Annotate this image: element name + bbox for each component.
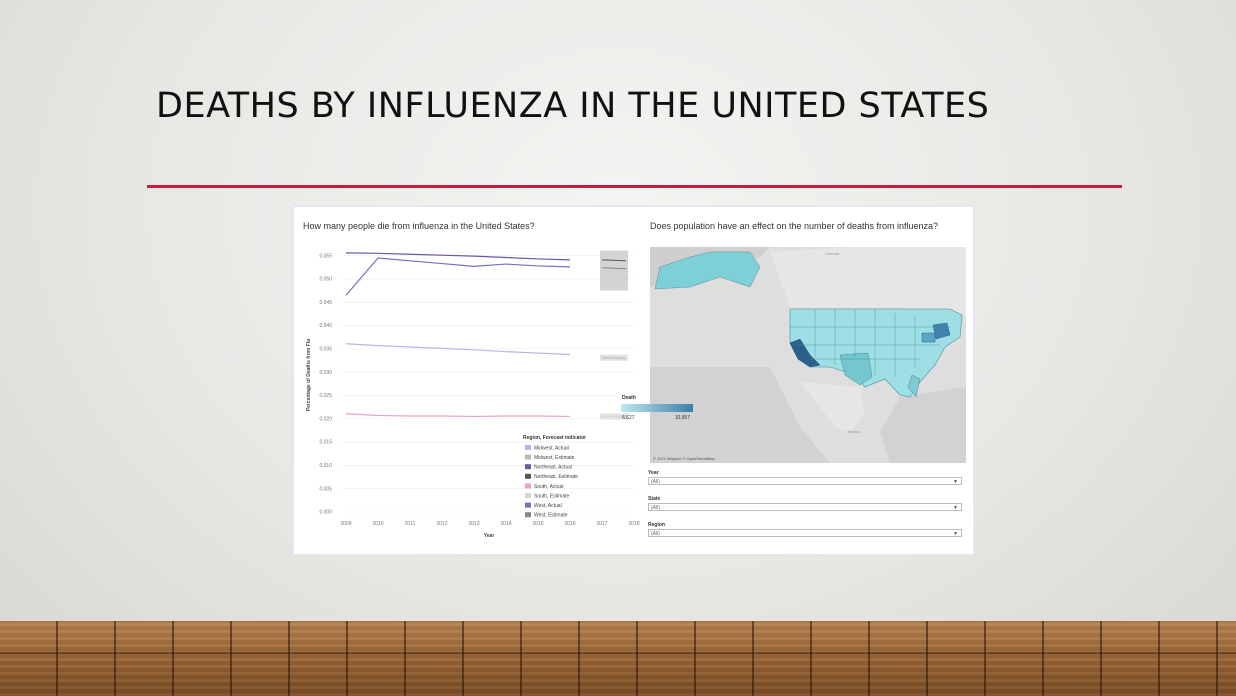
legend-swatch <box>525 454 531 460</box>
y-tick-label: 0.040 <box>319 323 332 329</box>
x-axis-label: Year <box>484 533 495 539</box>
chevron-down-icon: ▼ <box>953 505 958 511</box>
map-canada <box>770 247 966 317</box>
forecast-band-top <box>600 250 628 291</box>
legend-swatch <box>525 493 531 498</box>
x-axis-ticks: 2009 2010 2011 2012 2013 2014 2015 2016 2017 2018 <box>340 521 639 527</box>
map-pacific <box>650 367 830 463</box>
y-tick-label: 0.005 <box>319 486 332 492</box>
filter-label-region: Region <box>648 522 665 528</box>
forecast-line <box>601 267 627 270</box>
death-legend-title: Death <box>622 395 636 401</box>
us-choropleth-map[interactable]: Canada Mexico © 2021 Mapbox © OpenStreet… <box>650 247 966 463</box>
forecast-line <box>601 259 627 262</box>
map-state-pennsylvania <box>921 332 936 343</box>
chevron-down-icon: ▼ <box>953 531 958 537</box>
x-tick-label: 2010 <box>372 521 383 527</box>
legend-item[interactable]: South, Actual <box>534 484 563 490</box>
legend-swatch <box>525 502 531 508</box>
x-tick-label: 2014 <box>500 521 511 527</box>
map-attribution: © 2021 Mapbox © OpenStreetMap <box>653 456 715 461</box>
legend-item[interactable]: Northeast, Actual <box>534 465 572 471</box>
legend-swatch <box>525 445 531 450</box>
y-tick-label: 0.055 <box>319 253 332 259</box>
x-tick-label: 2011 <box>405 521 416 527</box>
state-filter-select[interactable]: (All) ▼ <box>648 503 962 511</box>
legend-item[interactable]: West, Estimate <box>534 513 568 519</box>
map-title: Does population have an effect on the nu… <box>650 221 939 231</box>
map-state-texas <box>839 352 873 386</box>
chart-gridlines <box>342 255 634 513</box>
series-line[interactable] <box>345 413 571 418</box>
map-mexico <box>800 382 865 432</box>
legend-title: Region, Forecast indicator <box>523 435 586 441</box>
map-label-mexico: Mexico <box>848 429 861 434</box>
series-line[interactable] <box>345 343 571 356</box>
x-tick-label: 2009 <box>340 521 351 527</box>
slide-title: DEATHS BY INFLUENZA IN THE UNITED STATES <box>156 86 990 126</box>
death-legend-ramp <box>621 404 693 412</box>
dashboard-embed[interactable]: How many people die from influenza in th… <box>294 207 973 554</box>
legend-swatch <box>525 512 531 518</box>
map-state-borders <box>790 309 950 377</box>
legend-item[interactable]: West, Actual <box>534 503 562 509</box>
title-underline <box>147 185 1122 188</box>
x-tick-label: 2012 <box>436 521 447 527</box>
map-alaska <box>654 251 761 290</box>
y-tick-label: 0.020 <box>319 416 332 422</box>
y-tick-label: 0.025 <box>319 393 332 399</box>
chart-legend[interactable]: Midwest, Actual Midwest, Estimate Northeas… <box>525 445 578 519</box>
x-tick-label: 2015 <box>532 521 543 527</box>
state-filter-value: (All) <box>651 505 660 511</box>
death-legend-max: 10,957 <box>675 415 691 421</box>
y-tick-label: 0.030 <box>319 370 332 376</box>
legend-item[interactable]: Midwest, Estimate <box>534 455 575 461</box>
legend-swatch <box>525 483 531 489</box>
legend-item[interactable]: Midwest, Actual <box>534 445 569 451</box>
map-canvas: Canada Mexico © 2021 Mapbox © OpenStreet… <box>650 247 966 463</box>
region-filter-select[interactable]: (All) ▼ <box>648 529 962 537</box>
filter-label-year: Year <box>648 470 659 476</box>
map-atlantic <box>880 387 966 463</box>
y-tick-label: 0.050 <box>319 277 332 283</box>
y-axis-ticks: 0.055 0.050 0.045 0.040 0.035 0.030 0.025 0.020… <box>319 253 332 515</box>
floor-seam <box>0 652 1236 654</box>
y-tick-label: 0.045 <box>319 300 332 306</box>
death-color-legend: Death 6,627 10,957 <box>621 395 693 421</box>
map-state-florida <box>907 374 921 398</box>
legend-item[interactable]: Northeast, Estimate <box>534 474 578 480</box>
y-axis-label: Percentage of Deaths from Flu <box>306 339 312 412</box>
series-line[interactable] <box>345 257 571 296</box>
line-chart[interactable]: 0.055 0.050 0.045 0.040 0.035 0.030 0.025 0.020… <box>294 207 649 554</box>
x-tick-label: 2013 <box>468 521 479 527</box>
line-chart-title: How many people die from influenza in th… <box>303 221 535 231</box>
chevron-down-icon: ▼ <box>953 479 958 485</box>
year-filter-select[interactable]: (All) ▼ <box>648 477 962 485</box>
series-line[interactable] <box>345 252 571 261</box>
y-tick-label: 0.035 <box>319 346 332 352</box>
death-legend-min: 6,627 <box>622 415 635 421</box>
legend-item[interactable]: South, Estimate <box>534 493 570 499</box>
chart-lines <box>345 252 627 418</box>
filter-label-state: State <box>648 496 661 502</box>
map-state-california <box>789 338 821 368</box>
y-tick-label: 0.000 <box>319 510 332 516</box>
x-tick-label: 2016 <box>564 521 575 527</box>
year-filter-value: (All) <box>651 479 660 485</box>
wood-floor <box>0 621 1236 696</box>
y-tick-label: 0.015 <box>319 440 332 446</box>
legend-swatch <box>525 464 531 470</box>
x-tick-label: 2017 <box>596 521 607 527</box>
region-filter-value: (All) <box>651 531 660 537</box>
y-tick-label: 0.010 <box>319 463 332 469</box>
x-tick-label: 2018 <box>628 521 639 527</box>
map-label-canada: Canada <box>825 251 840 256</box>
legend-swatch <box>525 473 531 479</box>
